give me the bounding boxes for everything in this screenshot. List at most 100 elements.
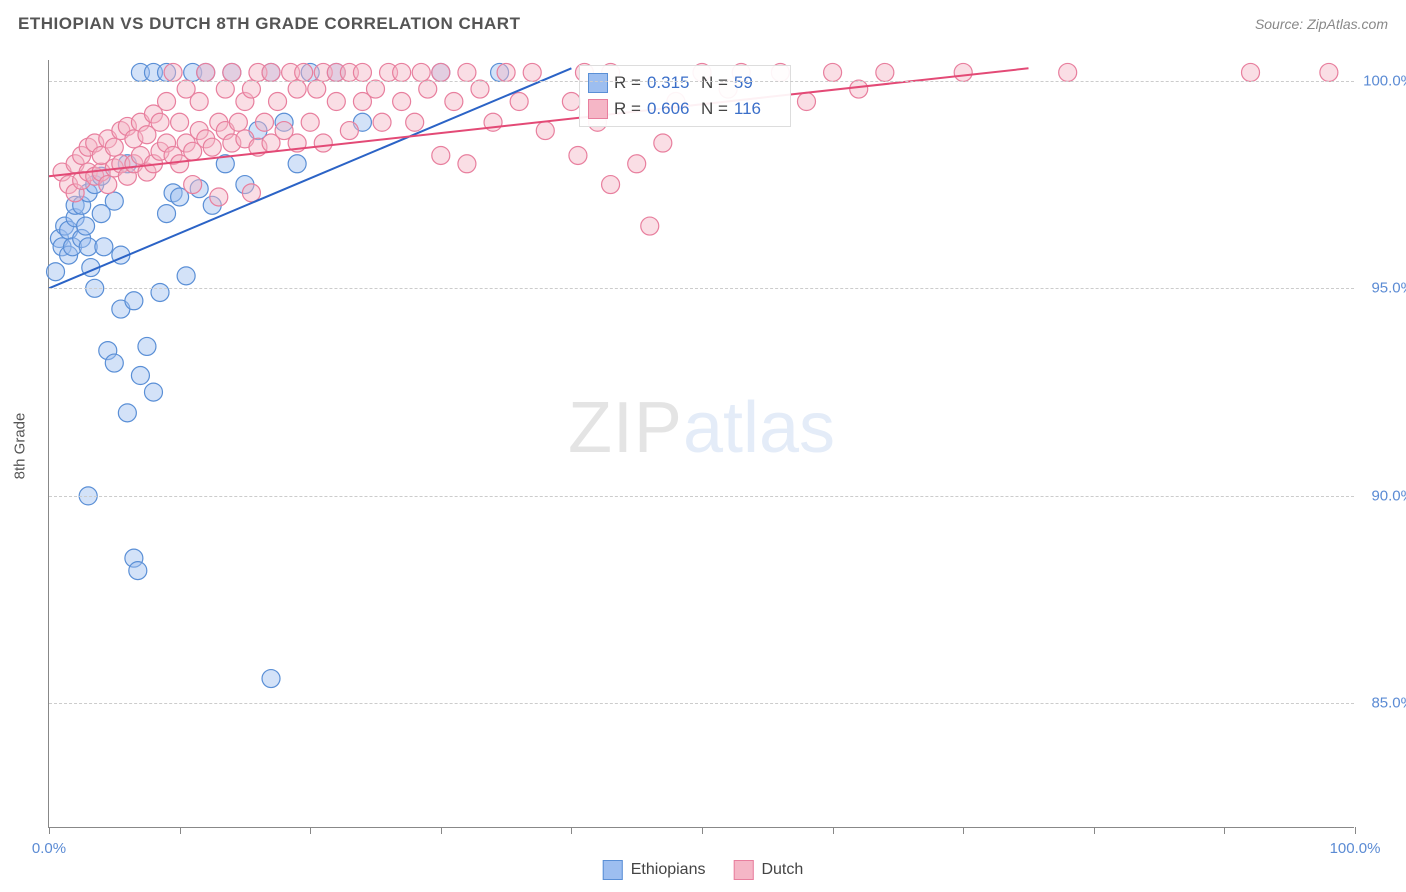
point-dutch bbox=[367, 80, 385, 98]
point-ethiopians bbox=[47, 263, 65, 281]
point-dutch bbox=[171, 113, 189, 131]
point-ethiopians bbox=[262, 670, 280, 688]
point-dutch bbox=[562, 93, 580, 111]
point-dutch bbox=[536, 122, 554, 140]
point-dutch bbox=[255, 113, 273, 131]
legend-swatch bbox=[733, 860, 753, 880]
point-dutch bbox=[295, 63, 313, 81]
point-dutch bbox=[876, 63, 894, 81]
point-dutch bbox=[340, 122, 358, 140]
point-dutch bbox=[1059, 63, 1077, 81]
point-dutch bbox=[393, 93, 411, 111]
point-dutch bbox=[223, 63, 241, 81]
point-dutch bbox=[327, 93, 345, 111]
chart-title: ETHIOPIAN VS DUTCH 8TH GRADE CORRELATION… bbox=[18, 14, 520, 34]
stats-swatch bbox=[588, 99, 608, 119]
legend-label: Dutch bbox=[761, 861, 803, 879]
gridline-h bbox=[49, 703, 1354, 704]
point-dutch bbox=[105, 138, 123, 156]
point-dutch bbox=[210, 188, 228, 206]
stats-box: R =0.315N =59R =0.606N =116 bbox=[579, 65, 791, 127]
stats-n-value: 116 bbox=[734, 96, 782, 122]
point-ethiopians bbox=[158, 205, 176, 223]
stats-row: R =0.315N =59 bbox=[588, 70, 782, 96]
point-dutch bbox=[569, 146, 587, 164]
point-dutch bbox=[184, 176, 202, 194]
point-ethiopians bbox=[131, 367, 149, 385]
legend-label: Ethiopians bbox=[631, 861, 706, 879]
x-tick bbox=[49, 827, 50, 834]
point-dutch bbox=[373, 113, 391, 131]
y-tick-label: 95.0% bbox=[1359, 280, 1406, 297]
point-dutch bbox=[158, 93, 176, 111]
y-tick-label: 85.0% bbox=[1359, 695, 1406, 712]
point-dutch bbox=[242, 80, 260, 98]
point-dutch bbox=[797, 93, 815, 111]
point-dutch bbox=[458, 63, 476, 81]
stats-n-label: N = bbox=[701, 96, 728, 122]
x-tick-label: 0.0% bbox=[32, 840, 66, 857]
point-dutch bbox=[308, 80, 326, 98]
point-ethiopians bbox=[177, 267, 195, 285]
point-dutch bbox=[164, 63, 182, 81]
point-ethiopians bbox=[118, 404, 136, 422]
point-ethiopians bbox=[138, 337, 156, 355]
x-tick bbox=[180, 827, 181, 834]
point-dutch bbox=[262, 63, 280, 81]
x-tick bbox=[833, 827, 834, 834]
point-dutch bbox=[393, 63, 411, 81]
point-dutch bbox=[229, 113, 247, 131]
stats-r-value: 0.315 bbox=[647, 70, 695, 96]
x-tick bbox=[310, 827, 311, 834]
stats-row: R =0.606N =116 bbox=[588, 96, 782, 122]
stats-r-value: 0.606 bbox=[647, 96, 695, 122]
y-tick-label: 100.0% bbox=[1359, 72, 1406, 89]
point-dutch bbox=[523, 63, 541, 81]
y-tick-label: 90.0% bbox=[1359, 487, 1406, 504]
point-dutch bbox=[432, 146, 450, 164]
point-dutch bbox=[288, 80, 306, 98]
point-ethiopians bbox=[288, 155, 306, 173]
gridline-h bbox=[49, 81, 1354, 82]
point-dutch bbox=[301, 113, 319, 131]
point-dutch bbox=[1242, 63, 1260, 81]
y-axis-title: 8th Grade bbox=[12, 413, 29, 480]
point-dutch bbox=[197, 63, 215, 81]
source-label: Source: ZipAtlas.com bbox=[1255, 16, 1388, 32]
bottom-legend: Ethiopians Dutch bbox=[603, 860, 804, 880]
point-dutch bbox=[412, 63, 430, 81]
plot-area: ZIPatlas R =0.315N =59R =0.606N =116 85.… bbox=[48, 60, 1354, 828]
chart-svg bbox=[49, 60, 1354, 827]
point-ethiopians bbox=[105, 192, 123, 210]
point-ethiopians bbox=[125, 292, 143, 310]
point-ethiopians bbox=[95, 238, 113, 256]
gridline-h bbox=[49, 288, 1354, 289]
point-dutch bbox=[151, 113, 169, 131]
point-dutch bbox=[602, 176, 620, 194]
gridline-h bbox=[49, 496, 1354, 497]
stats-n-value: 59 bbox=[734, 70, 782, 96]
point-ethiopians bbox=[129, 562, 147, 580]
point-ethiopians bbox=[151, 283, 169, 301]
stats-r-label: R = bbox=[614, 96, 641, 122]
point-dutch bbox=[628, 155, 646, 173]
point-dutch bbox=[432, 63, 450, 81]
x-tick bbox=[963, 827, 964, 834]
point-dutch bbox=[99, 176, 117, 194]
point-dutch bbox=[445, 93, 463, 111]
point-dutch bbox=[353, 63, 371, 81]
x-tick bbox=[1355, 827, 1356, 834]
point-dutch bbox=[216, 80, 234, 98]
stats-swatch bbox=[588, 73, 608, 93]
x-tick bbox=[1224, 827, 1225, 834]
point-dutch bbox=[497, 63, 515, 81]
point-ethiopians bbox=[144, 383, 162, 401]
point-dutch bbox=[242, 184, 260, 202]
point-dutch bbox=[654, 134, 672, 152]
legend-swatch bbox=[603, 860, 623, 880]
x-tick bbox=[441, 827, 442, 834]
point-dutch bbox=[419, 80, 437, 98]
point-dutch bbox=[458, 155, 476, 173]
point-dutch bbox=[203, 138, 221, 156]
point-dutch bbox=[406, 113, 424, 131]
